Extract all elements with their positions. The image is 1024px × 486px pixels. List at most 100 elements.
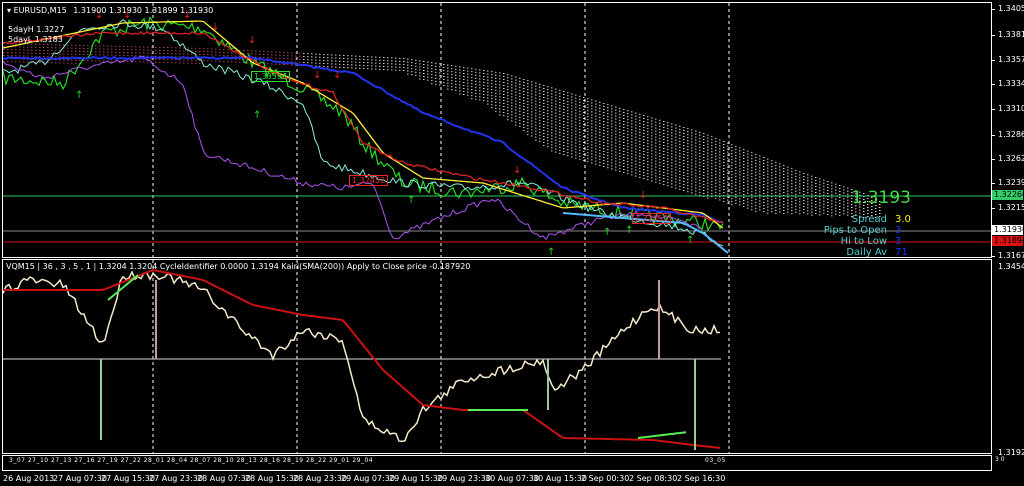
cloud-dot [675,133,677,135]
cloud-dot [471,74,473,76]
collapse-arrow-icon[interactable]: ▾ [7,6,12,15]
cloud-dot [663,142,665,143]
cloud-dot [563,118,565,119]
cloud-dot [583,154,585,155]
cloud-dot [727,169,729,171]
cloud-dot [651,129,653,131]
cloud-dot [51,62,53,64]
cloud-dot [787,199,789,201]
cloud-dot [431,62,433,64]
cloud-dot [503,91,505,92]
cloud-dot [531,132,533,134]
cloud-dot [543,112,545,113]
cloud-dot [691,165,693,167]
cloud-dot [483,82,485,83]
cloud-dot [27,61,29,63]
cloud-dot [459,81,461,83]
cloud-dot [843,198,845,200]
cloud-dot [547,116,549,118]
cloud-dot [675,160,677,162]
price-label: 1.32052 [632,213,672,224]
cloud-dot [491,92,493,94]
cloud-dot [571,105,573,107]
cloud-dot [715,170,717,172]
cloud-dot [55,56,57,58]
cloud-dot [147,49,149,51]
cloud-dot [695,154,697,156]
cloud-dot [743,155,745,156]
cloud-dot [631,111,633,113]
cloud-dot [283,55,285,56]
cloud-dot [607,110,609,112]
cloud-dot [687,155,689,157]
cloud-dot [715,179,717,181]
cloud-dot [543,85,545,86]
cloud-dot [807,192,809,194]
cloud-dot [87,51,89,53]
cloud-dot [735,157,737,159]
cloud-dot [703,133,705,134]
cloud-dot [563,115,565,116]
cloud-dot [131,46,133,48]
cloud-dot [827,181,829,182]
cloud-dot [783,186,785,187]
cloud-dot [459,72,461,74]
cloud-dot [107,51,109,53]
cloud-dot [619,137,621,139]
cloud-dot [499,105,501,107]
cloud-dot [463,79,465,80]
cloud-dot [391,63,393,65]
cloud-dot [679,131,681,133]
cloud-dot [591,114,593,116]
cloud-dot [539,83,541,85]
cloud-dot [583,160,585,161]
cloud-dot [695,187,697,189]
cloud-dot [127,49,129,51]
cloud-dot [431,68,433,70]
cloud-dot [343,67,345,68]
cloud-dot [463,91,465,92]
price-label: 1.33396 [251,71,291,82]
cloud-dot [479,96,481,98]
cloud-dot [539,140,541,142]
cloud-dot [599,134,601,136]
cloud-dot [407,70,409,72]
cloud-dot [151,58,153,60]
cloud-dot [719,199,721,201]
cloud-dot [539,101,541,103]
cloud-dot [631,156,633,158]
cloud-dot [547,107,549,109]
cloud-dot [343,61,345,62]
cloud-dot [655,121,657,123]
cloud-dot [735,160,737,162]
cloud-dot [831,182,833,184]
cloud-dot [687,146,689,148]
cloud-dot [499,102,501,104]
main-chart-pane[interactable]: ↑ ↑ ↑ ↑ ↑ ↑ ↑ ↓ ↓ ↓ ↓ ↓ ↓ ↓ ↓ ↓ ▾ EURUSD,M15 1.31900 1.… [2,2,992,258]
cloud-dot [543,142,545,143]
cloud-dot [663,184,665,185]
cloud-dot [391,60,393,62]
cloud-dot [795,172,797,174]
cloud-dot [15,61,17,63]
cloud-dot [823,188,825,190]
cloud-dot [123,52,125,53]
cloud-dot [539,122,541,124]
cloud-dot [803,194,805,195]
cloud-dot [507,119,509,121]
cloud-dot [515,76,517,78]
cloud-dot [843,207,845,209]
price-axis-tick [992,84,995,85]
cloud-dot [771,184,773,186]
indicator-pane[interactable]: VQM15 | 36 , 3 , 5 , 1 | 1.3204 1.3204 C… [2,259,992,454]
cloud-dot [587,122,589,124]
cloud-dot [567,92,569,94]
cloud-dot [571,114,573,116]
cloud-dot [763,202,765,203]
cloud-dot [495,83,497,85]
light-blue-line [562,212,729,254]
cloud-dot [723,162,725,163]
cloud-dot [139,52,141,54]
cloud-dot [511,105,513,107]
cloud-dot [495,77,497,79]
